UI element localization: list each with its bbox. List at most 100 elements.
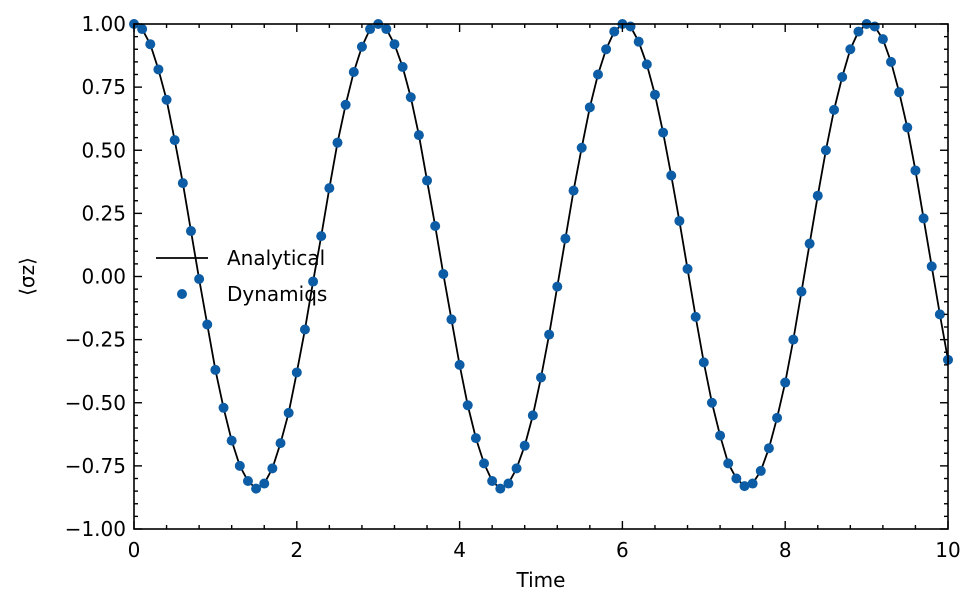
- dynamiqs-point: [308, 276, 319, 287]
- dynamiqs-point: [649, 89, 660, 100]
- dynamiqs-point: [194, 274, 205, 285]
- dynamiqs-point: [536, 372, 546, 383]
- dynamiqs-point: [552, 281, 563, 292]
- dynamiqs-point: [185, 226, 196, 237]
- dynamiqs-point: [324, 183, 335, 194]
- dynamiqs-point: [356, 41, 367, 52]
- dynamiqs-point: [462, 400, 473, 411]
- dynamiqs-point: [894, 87, 905, 98]
- dynamiqs-point: [845, 44, 856, 55]
- dynamiqs-point: [641, 59, 652, 70]
- dynamiqs-point: [837, 72, 848, 83]
- x-tick-label: 8: [779, 538, 792, 562]
- legend-dynamiqs-swatch: [177, 289, 187, 299]
- dynamiqs-point: [706, 397, 717, 408]
- dynamiqs-point: [283, 407, 294, 418]
- dynamiqs-point: [487, 476, 498, 487]
- y-tick-label: −0.50: [65, 391, 126, 415]
- dynamiqs-point: [251, 483, 262, 494]
- y-tick-label: −0.75: [65, 454, 126, 478]
- dynamiqs-point: [299, 324, 310, 335]
- dynamiqs-point: [910, 165, 921, 176]
- dynamiqs-point: [796, 286, 807, 297]
- y-tick-label: 0.75: [81, 75, 126, 99]
- dynamiqs-point: [267, 463, 278, 474]
- dynamiqs-point: [291, 367, 302, 378]
- dynamiqs-point: [153, 64, 164, 75]
- dynamiqs-point: [902, 122, 913, 133]
- dynamiqs-point: [389, 39, 400, 50]
- axis-tick-labels: 0 2 4 6 8 10 −1.00 −0.75 −0.50 −0.25 0.00 0.25 0.50 0…: [65, 12, 961, 562]
- dynamiqs-point: [544, 329, 555, 340]
- dynamiqs-point: [161, 94, 172, 105]
- legend-dynamiqs-label: Dynamiqs: [227, 282, 327, 306]
- y-tick-label: −1.00: [65, 517, 126, 541]
- dynamiqs-point: [430, 221, 441, 231]
- dynamiqs-point: [259, 478, 270, 489]
- y-tick-label: 0.25: [81, 201, 126, 225]
- dynamiqs-series-points: [129, 19, 953, 494]
- y-tick-label: 0.00: [81, 265, 126, 289]
- dynamiqs-point: [918, 213, 929, 224]
- dynamiqs-point: [316, 231, 327, 242]
- dynamiqs-point: [804, 238, 815, 249]
- dynamiqs-point: [413, 130, 424, 141]
- dynamiqs-point: [234, 460, 245, 471]
- dynamiqs-point: [723, 458, 734, 469]
- dynamiqs-point: [226, 435, 237, 446]
- axes-frame: [133, 23, 949, 530]
- x-tick-label: 2: [290, 538, 303, 562]
- dynamiqs-point: [755, 465, 766, 476]
- dynamiqs-point: [177, 178, 188, 189]
- dynamiqs-point: [869, 21, 880, 32]
- y-tick-label: 1.00: [81, 12, 126, 36]
- dynamiqs-point: [698, 357, 709, 368]
- dynamiqs-point: [812, 190, 823, 201]
- dynamiqs-point: [926, 261, 937, 272]
- dynamiqs-point: [601, 44, 612, 55]
- dynamiqs-point: [747, 478, 758, 489]
- dynamiqs-point: [674, 215, 685, 226]
- dynamiqs-point: [495, 483, 506, 494]
- dynamiqs-point: [519, 440, 530, 451]
- dynamiqs-point: [666, 170, 677, 181]
- dynamiqs-point: [405, 92, 416, 103]
- dynamiqs-point: [877, 34, 888, 45]
- dynamiqs-point: [829, 104, 840, 115]
- dynamiqs-point: [739, 481, 750, 492]
- dynamiqs-point: [454, 359, 465, 370]
- dynamiqs-point: [568, 185, 579, 196]
- x-tick-label: 0: [128, 538, 141, 562]
- dynamiqs-point: [275, 438, 286, 449]
- dynamiqs-point: [715, 430, 726, 441]
- dynamiqs-point: [690, 311, 701, 322]
- dynamiqs-point: [527, 410, 538, 421]
- dynamiqs-point: [479, 458, 490, 469]
- dynamiqs-point: [210, 364, 221, 375]
- dynamiqs-point: [365, 24, 376, 35]
- dynamiqs-point: [772, 412, 783, 423]
- dynamiqs-point: [584, 102, 595, 113]
- axis-ticks: [133, 23, 949, 530]
- dynamiqs-point: [340, 99, 351, 110]
- dynamiqs-point: [397, 61, 408, 72]
- dynamiqs-point: [820, 145, 831, 156]
- dynamiqs-point: [633, 36, 644, 47]
- dynamiqs-point: [202, 319, 213, 330]
- dynamiqs-point: [658, 127, 669, 138]
- dynamiqs-point: [625, 21, 636, 32]
- plot-area: [129, 19, 953, 494]
- dynamiqs-point: [682, 263, 693, 274]
- y-axis-title: ⟨σz⟩: [15, 257, 39, 296]
- dynamiqs-point: [137, 24, 148, 35]
- legend-analytical-label: Analytical: [227, 246, 325, 270]
- y-tick-label: −0.25: [65, 328, 126, 352]
- x-tick-label: 4: [453, 538, 466, 562]
- dynamiqs-point: [731, 473, 742, 484]
- dynamiqs-point: [592, 69, 603, 80]
- dynamiqs-point: [381, 24, 392, 35]
- dynamiqs-point: [242, 476, 253, 487]
- dynamiqs-point: [763, 443, 774, 454]
- legend: Analytical Dynamiqs: [156, 246, 327, 306]
